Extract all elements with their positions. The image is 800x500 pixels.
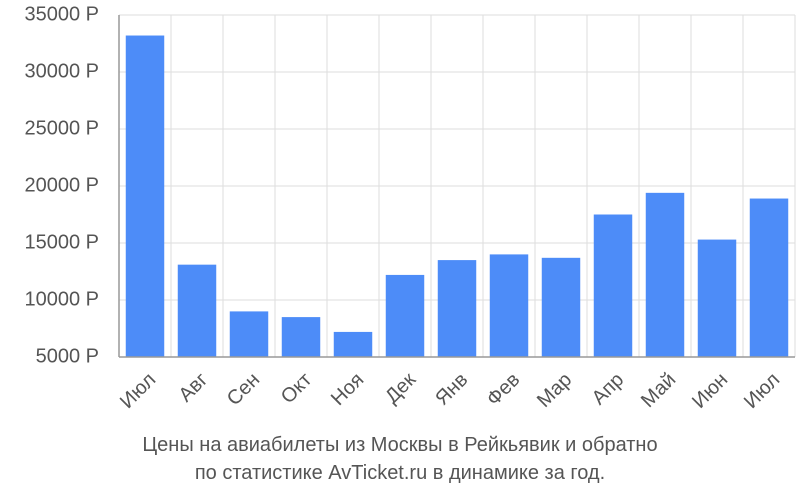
x-tick-label: Дек bbox=[381, 369, 420, 408]
x-tick-label: Янв bbox=[431, 369, 472, 410]
bar bbox=[489, 254, 529, 357]
y-tick-label: 20000 Р bbox=[24, 174, 99, 196]
x-tick-label: Окт bbox=[277, 369, 316, 408]
bar bbox=[229, 311, 269, 357]
y-tick-label: 10000 Р bbox=[24, 288, 99, 310]
bars bbox=[125, 35, 789, 358]
bar bbox=[333, 331, 373, 357]
x-tick-label: Ноя bbox=[327, 369, 368, 410]
y-tick-label: 30000 Р bbox=[24, 60, 99, 82]
y-tick-label: 35000 Р bbox=[24, 3, 99, 25]
y-tick-label: 25000 Р bbox=[24, 117, 99, 139]
x-tick-label: Июл bbox=[116, 369, 160, 413]
bar bbox=[697, 239, 737, 357]
bar bbox=[437, 260, 477, 357]
axes bbox=[118, 15, 795, 358]
x-tick-label: Май bbox=[637, 369, 680, 412]
x-tick-label: Авг bbox=[175, 369, 213, 407]
bar bbox=[177, 264, 217, 357]
bar bbox=[541, 257, 581, 357]
bar bbox=[125, 35, 165, 358]
y-tick-labels: 5000 Р 10000 Р 15000 Р 20000 Р 25000 Р 30000 … bbox=[24, 3, 99, 367]
bar bbox=[281, 317, 321, 357]
x-tick-label: Июн bbox=[688, 369, 732, 413]
x-tick-label: Июл bbox=[740, 369, 784, 413]
x-tick-labels: Июл Авг Сен Окт Ноя Дек Янв Фев Мар Апр Май Июн Июл bbox=[116, 369, 784, 413]
bar bbox=[645, 192, 685, 357]
bar bbox=[593, 214, 633, 357]
y-tick-label: 5000 Р bbox=[36, 345, 99, 367]
chart-caption-line-2: по статистике AvTicket.ru в динамике за … bbox=[194, 462, 606, 484]
bar bbox=[385, 274, 425, 357]
y-tick-label: 15000 Р bbox=[24, 231, 99, 253]
x-tick-label: Мар bbox=[533, 369, 576, 412]
bar bbox=[749, 198, 789, 357]
chart-caption-line-1: Цены на авиабилеты из Москвы в Рейкьявик… bbox=[142, 434, 658, 456]
x-tick-label: Сен bbox=[223, 369, 264, 410]
bar-chart: 5000 Р 10000 Р 15000 Р 20000 Р 25000 Р 30000 … bbox=[24, 3, 796, 413]
x-tick-label: Фев bbox=[483, 369, 525, 411]
x-tick-label: Апр bbox=[588, 369, 629, 410]
gridlines bbox=[118, 14, 796, 358]
